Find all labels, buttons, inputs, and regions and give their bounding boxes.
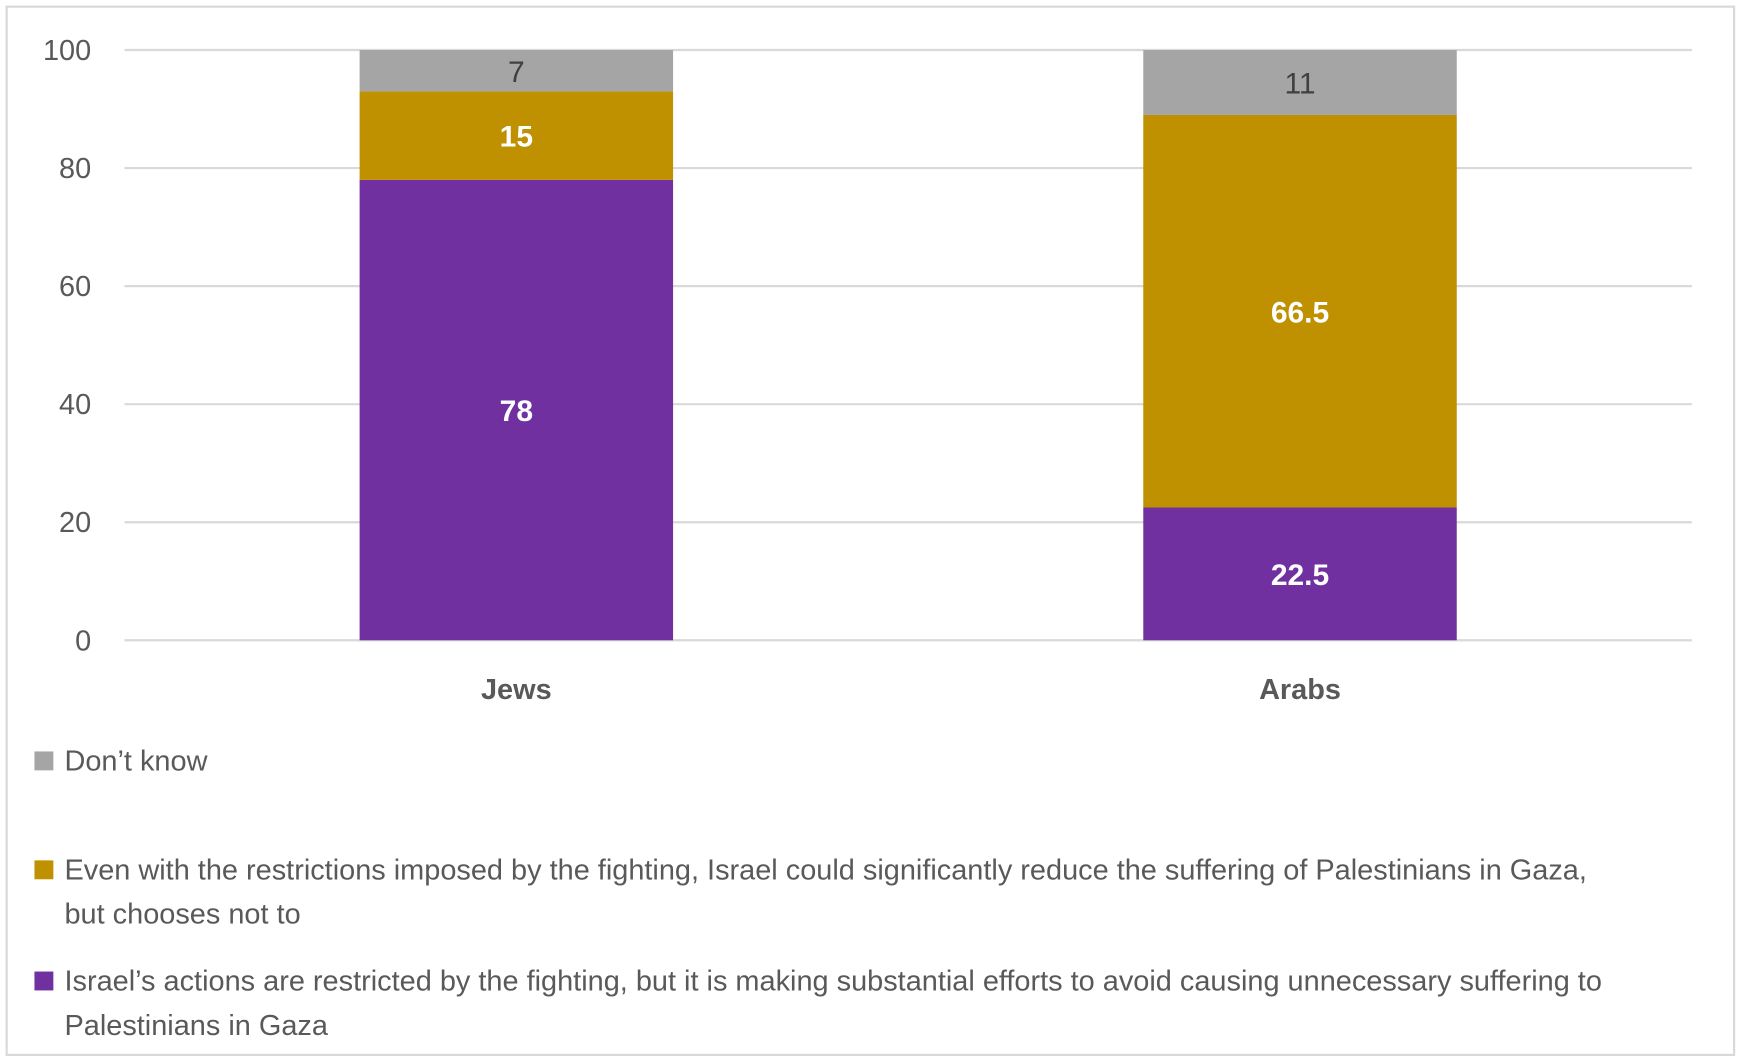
legend-item-dont-know: Don’t know xyxy=(34,738,207,782)
y-tick-label: 0 xyxy=(75,625,91,657)
y-tick-label: 40 xyxy=(59,389,91,421)
y-tick-label: 20 xyxy=(59,507,91,539)
chart-border xyxy=(5,5,1736,1057)
legend-item-making-efforts: Israel’s actions are restricted by the f… xyxy=(34,958,1735,1047)
legend-swatch xyxy=(34,860,54,880)
data-label: 15 xyxy=(500,121,533,154)
bar-segment xyxy=(1143,114,1457,508)
bar-segment xyxy=(359,50,674,92)
legend-item-could-reduce: Even with the restrictions imposed by th… xyxy=(34,847,1590,936)
plot-area: 0 20 40 60 80 100 78 15 7 Jews 22.5 66.5 11 Arabs xyxy=(43,35,1692,706)
x-category-label: Arabs xyxy=(1259,674,1341,706)
data-label: 22.5 xyxy=(1271,559,1329,592)
legend-label: Don’t know xyxy=(64,743,208,778)
y-tick-label: 100 xyxy=(43,35,91,67)
data-label: 7 xyxy=(508,56,525,89)
legend-swatch xyxy=(34,751,54,771)
x-category-label: Jews xyxy=(481,674,552,706)
bar-segment xyxy=(1143,50,1457,115)
y-tick-label: 80 xyxy=(59,153,91,185)
data-label: 11 xyxy=(1284,68,1315,101)
data-label: 78 xyxy=(500,395,533,428)
bar-segment xyxy=(359,179,674,641)
bar-segment xyxy=(1143,507,1457,641)
legend-label: Israel’s actions are restricted by the f… xyxy=(64,963,1602,1042)
data-label: 66.5 xyxy=(1271,296,1329,329)
legend-label: Even with the restrictions imposed by th… xyxy=(64,852,1587,931)
y-tick-label: 60 xyxy=(59,271,91,303)
bar-segment xyxy=(359,91,674,180)
legend-swatch xyxy=(34,971,54,991)
